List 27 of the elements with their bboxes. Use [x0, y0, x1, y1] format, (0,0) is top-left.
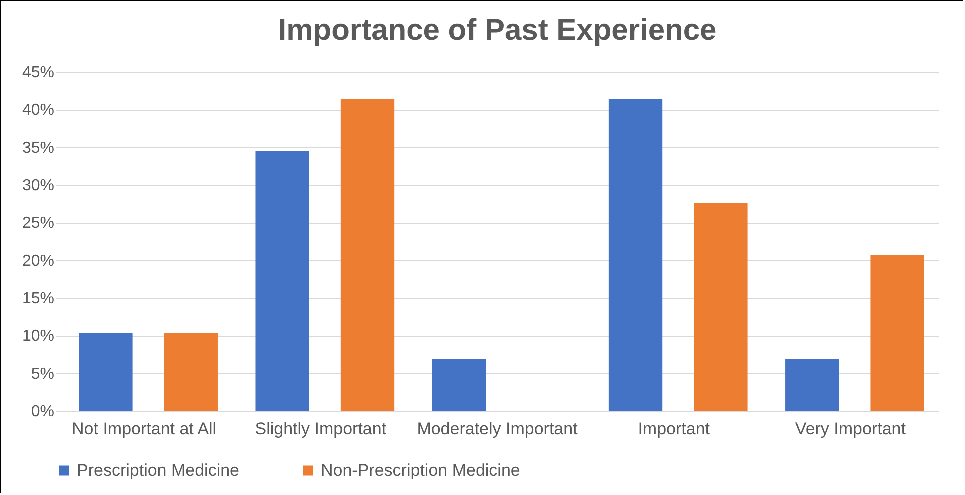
- bar: [256, 151, 310, 411]
- y-tick-label: 10%: [22, 328, 54, 346]
- bar: [79, 333, 133, 411]
- bar: [340, 99, 395, 411]
- y-tick-label: 45%: [22, 64, 54, 82]
- y-tick-label: 5%: [31, 366, 54, 383]
- y-tick-label: 25%: [22, 215, 54, 232]
- bar: [164, 333, 218, 411]
- bar: [786, 359, 840, 411]
- x-tick-label: Moderately Important: [417, 420, 578, 438]
- y-tick-label: 40%: [22, 102, 54, 120]
- x-tick-label: Slightly Important: [255, 420, 387, 438]
- bar: [870, 255, 924, 411]
- x-tick-label: Very Important: [795, 420, 906, 438]
- x-tick-label: Not Important at All: [72, 420, 217, 438]
- y-tick-label: 15%: [22, 290, 54, 308]
- y-tick-label: 35%: [22, 140, 54, 157]
- legend-label: Non-Prescription Medicine: [321, 460, 520, 480]
- legend-label: Prescription Medicine: [77, 460, 240, 480]
- bar: [432, 359, 486, 411]
- y-tick-label: 0%: [31, 404, 54, 420]
- y-tick-label: 30%: [22, 178, 54, 194]
- x-tick-label: Important: [638, 420, 710, 438]
- chart-title: Importance of Past Experience: [278, 14, 717, 47]
- y-tick-label: 20%: [22, 252, 54, 270]
- bar: [694, 203, 748, 411]
- bar: [608, 99, 663, 411]
